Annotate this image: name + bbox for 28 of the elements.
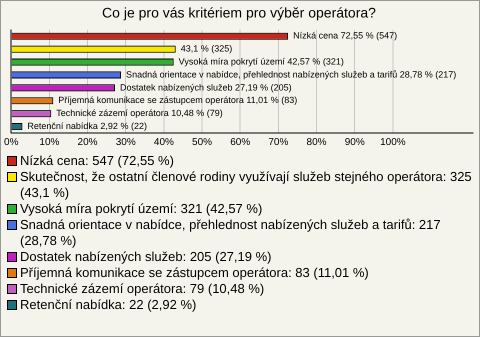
x-tick-label: 80% — [306, 136, 327, 148]
x-tick-label: 40% — [154, 136, 174, 148]
legend-label: Dostatek nabízených služeb: 205 (27,19 %) — [20, 249, 272, 265]
x-tick-label: 90% — [344, 136, 365, 148]
x-tick-label: 20% — [78, 136, 98, 148]
data-label: Příjemná komunikace se zástupcem operátora 11,01 % (83) — [58, 95, 298, 106]
x-tick-label: 50% — [192, 136, 212, 148]
data-label: Retenční nabídka 2,92 % (22) — [27, 121, 147, 132]
x-tick-label: 30% — [116, 136, 136, 148]
x-tick-label: 70% — [268, 136, 288, 148]
legend-label: Snadná orientace v nabídce, přehlednost nabízených služeb a tarifů: 217 (28,78 %) — [20, 217, 442, 249]
legend-label: Nízká cena: 547 (72,55 %) — [20, 153, 174, 169]
x-tick-label: 0% — [4, 136, 19, 148]
legend-label: Vysoká míra pokrytí území: 321 (42,57 %) — [20, 201, 262, 217]
data-label: Dostatek nabízených služeb 27,19 % (205) — [120, 82, 292, 92]
data-label: Technické zázemí operátora 10,48 % (79) — [56, 108, 223, 118]
x-tick-label: 10% — [39, 136, 60, 148]
legend-label: Příjemná komunikace se zástupcem operátora: 83 (11,01 %) — [20, 265, 369, 281]
x-tick-label: 100% — [380, 136, 406, 148]
data-label: Nízká cena 72,55 % (547) — [293, 30, 398, 41]
legend-label: Technické zázemí operátora: 79 (10,48 %) — [20, 281, 264, 297]
legend-label: Retenční nabídka: 22 (2,92 %) — [20, 297, 196, 313]
legend-label: Skutečnost, že ostatní členové rodiny využívají služeb stejného operátora: 325 (43,1 %) — [20, 169, 473, 201]
data-label: 43,1 % (325) — [180, 44, 232, 54]
data-label: Vysoká míra pokrytí území 42,57 % (321) — [178, 56, 344, 67]
data-label: Snadná orientace v nabídce, přehlednost nabízených služeb a tarifů 28,78 % (217) — [126, 69, 456, 80]
chart-title: Co je pro vás kritériem pro výběr operátora? — [102, 4, 376, 20]
x-tick-label: 60% — [230, 136, 250, 148]
